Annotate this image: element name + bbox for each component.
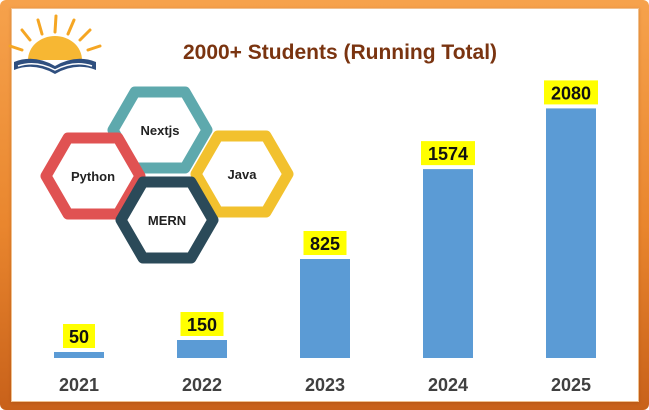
hexagon-label-mern: MERN [148,213,186,228]
data-label-2023: 825 [310,234,340,254]
x-tick-2022: 2022 [182,375,222,395]
hexagon-label-nextjs: Nextjs [140,123,179,138]
bar-2025 [546,108,596,359]
x-tick-2023: 2023 [305,375,345,395]
data-label-background-2022 [180,312,224,336]
bar-2023 [300,259,350,358]
x-tick-2021: 2021 [59,375,99,395]
data-label-2025: 2080 [551,83,591,103]
bar-2021 [54,352,104,358]
hexagon-nextjs: Nextjs [107,86,213,174]
sunrise-book-icon [8,14,102,74]
bar-series [54,108,596,359]
chart-title: 2000+ Students (Running Total) [182,41,498,64]
hexagon-cluster: Nextjs Python Java MERN [40,86,294,264]
hexagon-java: Java [190,130,294,218]
hexagon-python: Python [40,132,146,220]
bar-2024 [423,169,473,358]
hexagon-mern: MERN [115,176,219,264]
data-labels: 50 150 825 1574 2080 [63,80,598,348]
x-tick-2025: 2025 [551,375,591,395]
data-label-2022: 150 [187,315,217,335]
data-label-background-2021 [63,324,95,348]
data-label-background-2025 [544,80,598,105]
x-axis-tick-labels: 2021 2022 2023 2024 2025 [59,375,591,395]
x-tick-2024: 2024 [428,375,468,395]
data-label-2021: 50 [69,327,89,347]
bar-2022 [177,340,227,358]
hexagon-label-python: Python [71,169,115,184]
data-label-background-2023 [303,231,347,255]
hexagon-label-java: Java [228,167,258,182]
data-label-2024: 1574 [428,144,468,164]
data-label-background-2024 [421,141,475,166]
